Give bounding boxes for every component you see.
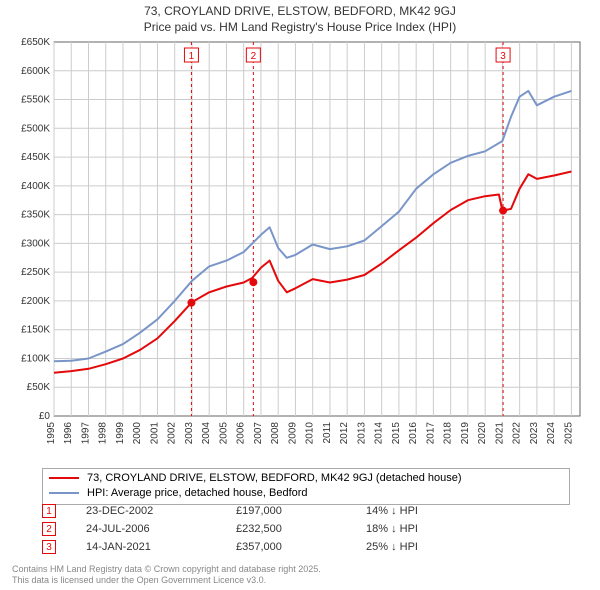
svg-text:£450K: £450K <box>21 152 50 163</box>
svg-text:2020: 2020 <box>477 422 488 445</box>
svg-text:£0: £0 <box>39 411 51 422</box>
svg-text:2021: 2021 <box>494 422 505 445</box>
svg-text:2002: 2002 <box>167 422 178 445</box>
svg-text:£200K: £200K <box>21 296 50 307</box>
chart-legend: 73, CROYLAND DRIVE, ELSTOW, BEDFORD, MK4… <box>42 468 570 505</box>
legend-swatch <box>49 477 79 479</box>
svg-text:2009: 2009 <box>287 422 298 445</box>
event-price: £197,000 <box>236 505 366 517</box>
svg-text:£650K: £650K <box>21 38 50 48</box>
svg-text:2007: 2007 <box>253 422 264 445</box>
svg-text:2019: 2019 <box>460 422 471 445</box>
attribution-line1: Contains HM Land Registry data © Crown c… <box>12 564 321 575</box>
svg-text:£100K: £100K <box>21 353 50 364</box>
svg-text:1997: 1997 <box>80 422 91 445</box>
svg-text:£250K: £250K <box>21 267 50 278</box>
svg-text:2: 2 <box>251 51 257 62</box>
svg-text:£600K: £600K <box>21 66 50 77</box>
legend-row: 73, CROYLAND DRIVE, ELSTOW, BEDFORD, MK4… <box>49 471 563 486</box>
svg-text:2024: 2024 <box>546 422 557 445</box>
svg-text:2000: 2000 <box>132 422 143 445</box>
svg-text:2016: 2016 <box>408 422 419 445</box>
svg-text:2025: 2025 <box>563 422 574 445</box>
svg-text:2014: 2014 <box>374 422 385 445</box>
svg-text:3: 3 <box>500 51 506 62</box>
svg-text:2012: 2012 <box>339 422 350 445</box>
svg-text:£50K: £50K <box>27 382 51 393</box>
line-chart: £0 £50K £100K £150K £200K £250K £300K £350K £400… <box>12 38 588 458</box>
svg-text:2001: 2001 <box>149 422 160 445</box>
event-price: £232,500 <box>236 523 366 535</box>
svg-text:£500K: £500K <box>21 123 50 134</box>
svg-text:2022: 2022 <box>512 422 523 445</box>
chart-title-block: 73, CROYLAND DRIVE, ELSTOW, BEDFORD, MK4… <box>0 0 600 34</box>
attribution-line2: This data is licensed under the Open Gov… <box>12 575 321 586</box>
svg-text:2008: 2008 <box>270 422 281 445</box>
event-price: £357,000 <box>236 541 366 553</box>
event-delta: 18% ↓ HPI <box>366 523 418 535</box>
svg-text:2010: 2010 <box>305 422 316 445</box>
event-marker: 1 <box>42 504 56 518</box>
svg-text:2015: 2015 <box>391 422 402 445</box>
chart-svg: £0 £50K £100K £150K £200K £250K £300K £350K £400… <box>12 38 588 458</box>
legend-label: HPI: Average price, detached house, Bedf… <box>87 486 308 501</box>
event-date: 14-JAN-2021 <box>86 541 236 553</box>
event-date: 23-DEC-2002 <box>86 505 236 517</box>
svg-text:2006: 2006 <box>236 422 247 445</box>
event-row: 2 24-JUL-2006£232,50018% ↓ HPI <box>42 522 570 536</box>
svg-text:2003: 2003 <box>184 422 195 445</box>
svg-text:2018: 2018 <box>443 422 454 445</box>
legend-label: 73, CROYLAND DRIVE, ELSTOW, BEDFORD, MK4… <box>87 471 462 486</box>
event-row: 1 23-DEC-2002£197,00014% ↓ HPI <box>42 504 570 518</box>
svg-text:2017: 2017 <box>425 422 436 445</box>
event-marker: 3 <box>42 540 56 554</box>
event-delta: 14% ↓ HPI <box>366 505 418 517</box>
attribution-text: Contains HM Land Registry data © Crown c… <box>12 564 321 586</box>
svg-text:£150K: £150K <box>21 325 50 336</box>
svg-text:£350K: £350K <box>21 210 50 221</box>
event-list: 1 23-DEC-2002£197,00014% ↓ HPI 2 24-JUL-200… <box>42 504 570 558</box>
svg-text:1998: 1998 <box>98 422 109 445</box>
legend-swatch <box>49 492 79 494</box>
event-row: 3 14-JAN-2021£357,00025% ↓ HPI <box>42 540 570 554</box>
event-marker: 2 <box>42 522 56 536</box>
svg-text:1995: 1995 <box>46 422 57 445</box>
svg-text:£550K: £550K <box>21 95 50 106</box>
svg-text:£300K: £300K <box>21 238 50 249</box>
svg-text:2004: 2004 <box>201 422 212 445</box>
svg-text:1: 1 <box>189 51 195 62</box>
event-delta: 25% ↓ HPI <box>366 541 418 553</box>
svg-text:2005: 2005 <box>218 422 229 445</box>
svg-text:1999: 1999 <box>115 422 126 445</box>
svg-text:1996: 1996 <box>63 422 74 445</box>
legend-row: HPI: Average price, detached house, Bedf… <box>49 486 563 501</box>
chart-title-line1: 73, CROYLAND DRIVE, ELSTOW, BEDFORD, MK4… <box>0 4 600 18</box>
svg-text:2011: 2011 <box>322 422 333 444</box>
svg-text:2023: 2023 <box>529 422 540 445</box>
svg-text:£400K: £400K <box>21 181 50 192</box>
svg-text:2013: 2013 <box>356 422 367 445</box>
event-date: 24-JUL-2006 <box>86 523 236 535</box>
chart-title-line2: Price paid vs. HM Land Registry's House … <box>0 20 600 34</box>
